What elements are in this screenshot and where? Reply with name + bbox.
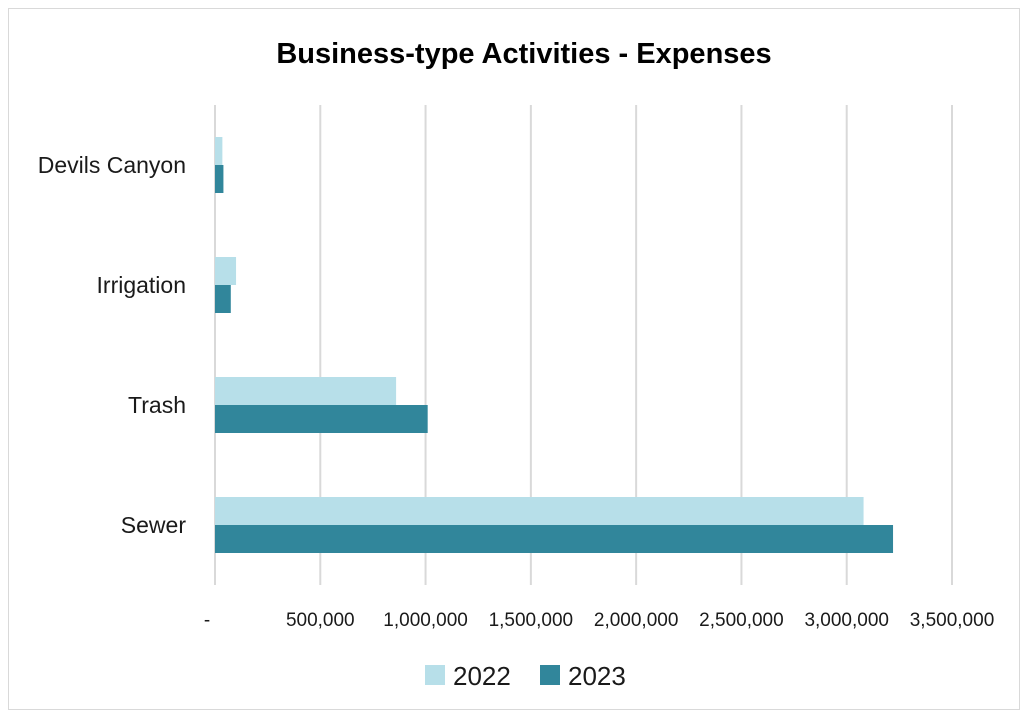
x-tick-label: - (204, 610, 210, 631)
x-tick-label: 500,000 (286, 610, 355, 631)
bar-2023 (215, 405, 428, 433)
bar-2023 (215, 165, 224, 193)
category-label: Sewer (121, 512, 187, 538)
legend-label-2023: 2023 (568, 661, 626, 691)
chart-frame (8, 8, 1020, 710)
bar-2022 (215, 137, 223, 165)
x-tick-label: 3,500,000 (910, 610, 995, 631)
legend-swatch-2022 (425, 665, 445, 685)
x-tick-labels: - 500,000 1,000,000 1,500,000 2,000,000 2,500… (204, 610, 994, 631)
bar-2023 (215, 525, 894, 553)
bar-2023 (215, 285, 231, 313)
legend-swatch-2023 (540, 665, 560, 685)
bars (215, 137, 894, 553)
category-label: Irrigation (97, 272, 186, 298)
category-label: Trash (128, 392, 186, 418)
legend-label-2022: 2022 (453, 661, 511, 691)
legend: 2022 2023 (425, 661, 626, 691)
x-tick-label: 2,500,000 (699, 610, 784, 631)
category-labels: Devils Canyon Irrigation Trash Sewer (38, 152, 187, 538)
bar-2022 (215, 257, 237, 285)
chart-title: Business-type Activities - Expenses (276, 38, 771, 70)
x-tick-label: 1,500,000 (489, 610, 574, 631)
bar-2022 (215, 497, 864, 525)
x-tick-label: 2,000,000 (594, 610, 679, 631)
x-tick-label: 1,000,000 (383, 610, 468, 631)
x-tick-label: 3,000,000 (804, 610, 889, 631)
category-label: Devils Canyon (38, 152, 186, 178)
bar-2022 (215, 377, 397, 405)
